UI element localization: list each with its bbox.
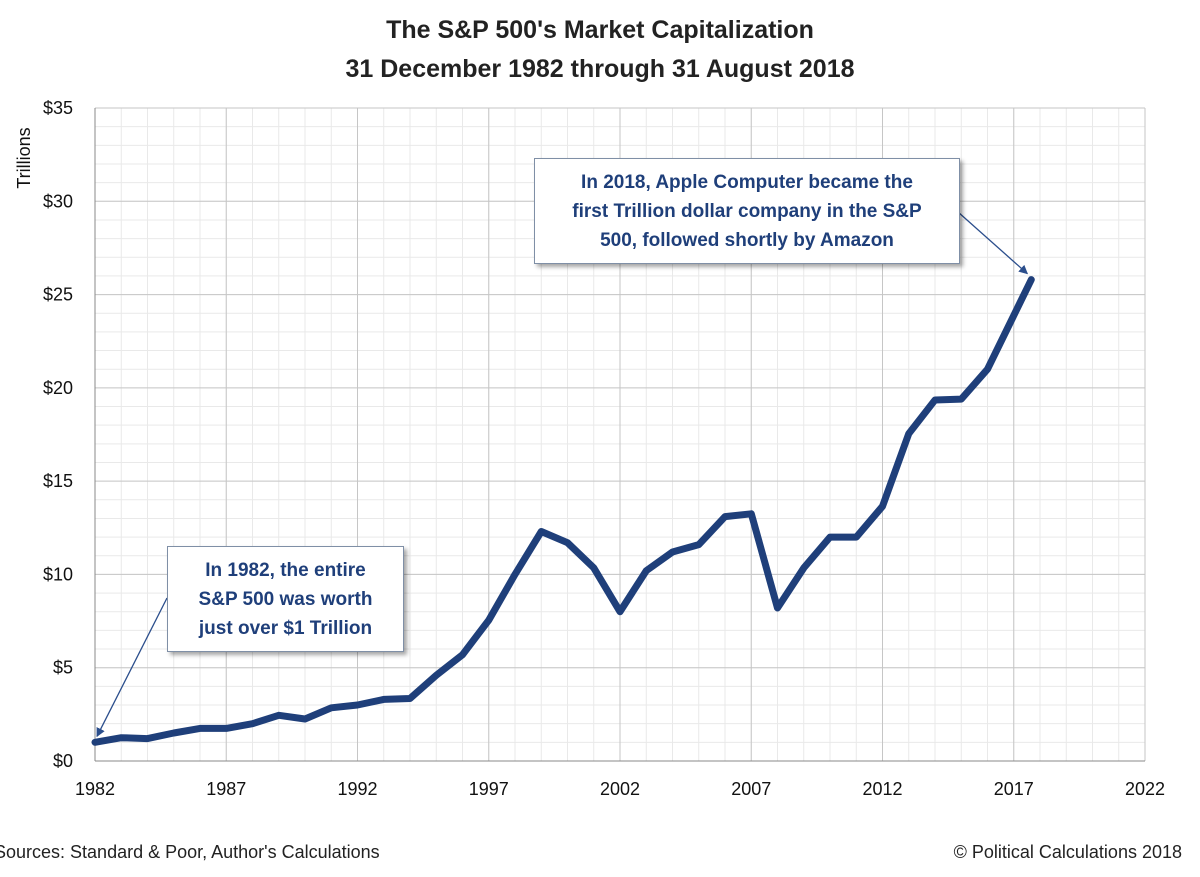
data-point	[119, 736, 123, 740]
chart-title: The S&P 500's Market Capitalization	[386, 16, 814, 44]
data-point	[907, 432, 911, 436]
data-point	[776, 606, 779, 610]
y-tick-label: $35	[43, 98, 73, 118]
y-tick-label: $10	[43, 564, 73, 584]
data-point	[461, 653, 464, 657]
data-point	[539, 530, 543, 534]
data-point	[802, 566, 806, 570]
y-tick-label: $30	[43, 191, 73, 211]
series-layer	[91, 276, 1035, 746]
data-point	[146, 737, 149, 741]
data-point	[487, 618, 491, 622]
data-point	[93, 740, 97, 744]
data-point	[644, 569, 648, 573]
y-tick-label: $20	[43, 378, 73, 398]
copyright-note: © Political Calculations 2018	[953, 842, 1182, 862]
data-point	[224, 726, 228, 730]
annotation-arrow	[957, 211, 1029, 275]
data-point	[933, 398, 937, 402]
data-point	[854, 535, 858, 539]
data-point	[356, 703, 359, 707]
chart-subtitle: 31 December 1982 through 31 August 2018	[345, 55, 855, 83]
y-tick-label: $0	[53, 751, 73, 771]
x-tick-label: 2012	[862, 779, 902, 799]
annotation-1982-callout: In 1982, the entire S&P 500 was worth ju…	[167, 546, 404, 652]
data-point	[198, 726, 202, 730]
data-point	[1029, 278, 1033, 282]
x-tick-label: 2007	[731, 779, 771, 799]
data-point	[303, 717, 307, 721]
data-point	[408, 696, 412, 700]
data-point	[697, 543, 701, 547]
x-tick-label: 1992	[337, 779, 377, 799]
annotation-arrows	[96, 211, 1029, 738]
data-point	[434, 673, 438, 677]
x-tick-label: 1982	[75, 779, 115, 799]
data-point	[671, 550, 674, 554]
y-tick-label: $25	[43, 285, 73, 305]
data-point	[277, 713, 281, 717]
data-point	[828, 535, 832, 539]
x-tick-label: 2002	[600, 779, 640, 799]
y-axis-label: Trillions	[14, 127, 34, 188]
data-point	[566, 541, 569, 545]
data-point	[329, 706, 333, 710]
x-tick-label: 1997	[469, 779, 509, 799]
data-point	[382, 697, 386, 701]
data-point	[749, 512, 753, 516]
x-tick-label: 2017	[994, 779, 1034, 799]
data-point	[723, 515, 727, 519]
data-point	[172, 731, 176, 735]
data-point	[986, 367, 989, 371]
annotation-arrow	[96, 597, 168, 738]
data-point	[251, 722, 254, 726]
source-note: Sources: Standard & Poor, Author's Calcu…	[0, 842, 380, 862]
annotation-apple-callout: In 2018, Apple Computer became the first…	[534, 158, 960, 264]
axes: 1982 1987 1992 1997 2002 2007 2012 2017 2022 $0 $5…	[43, 98, 1165, 799]
data-point	[618, 610, 622, 614]
series-line	[91, 276, 1035, 746]
data-point	[513, 572, 517, 576]
x-tick-label: 2022	[1125, 779, 1165, 799]
data-point	[881, 504, 884, 508]
x-tick-label: 1987	[206, 779, 246, 799]
y-tick-label: $15	[43, 471, 73, 491]
data-point	[592, 566, 596, 570]
data-point	[959, 397, 963, 401]
y-tick-label: $5	[53, 658, 73, 678]
